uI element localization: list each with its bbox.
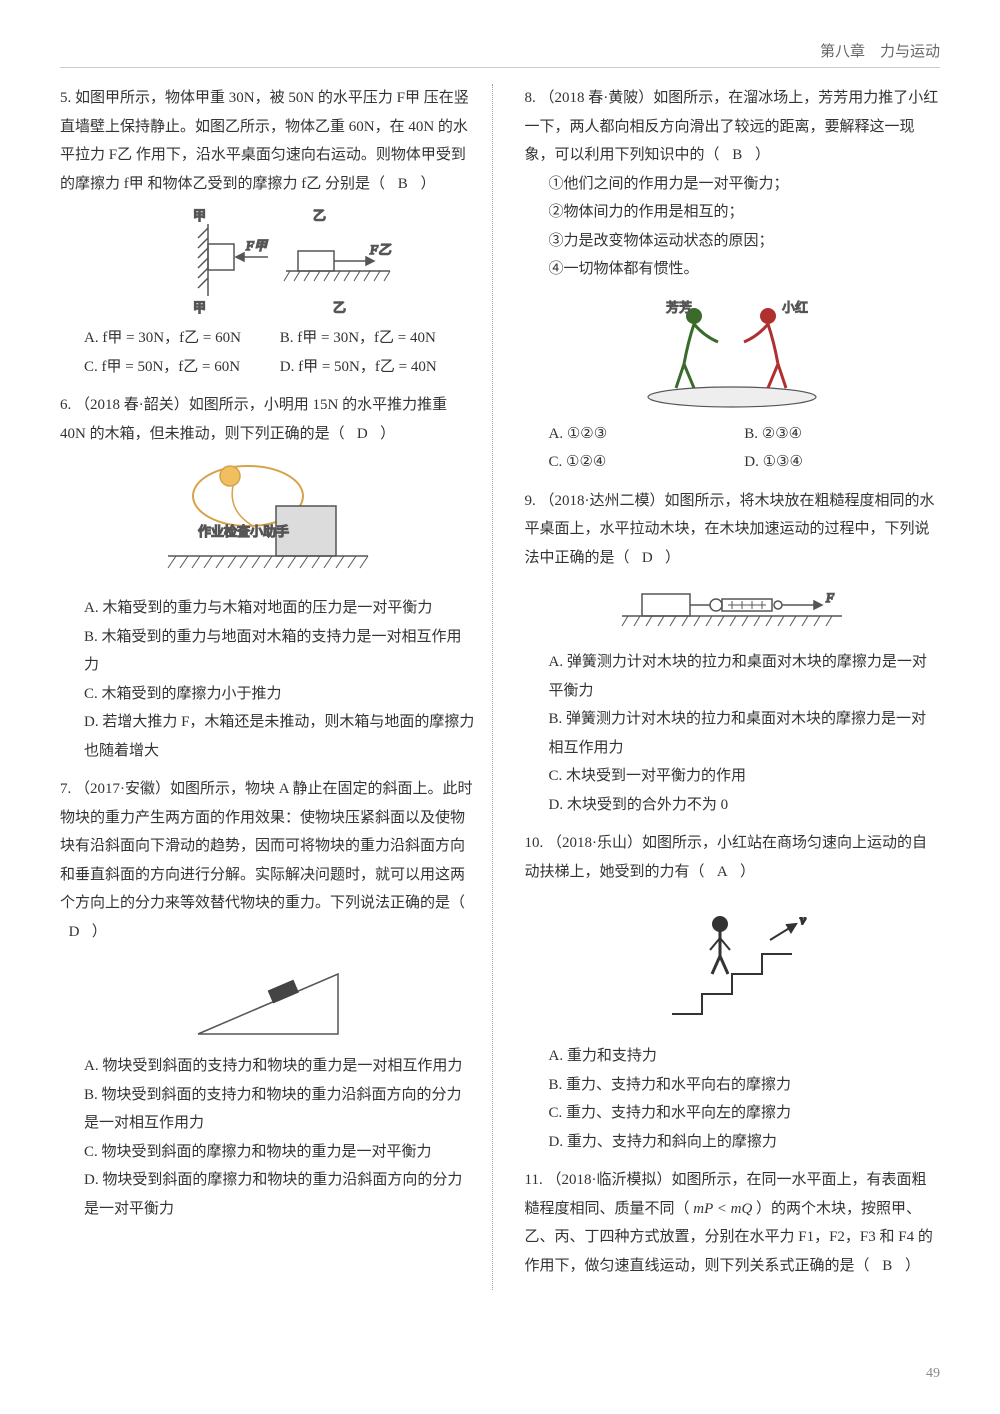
q8-opt-a: A. ①②③ xyxy=(549,420,745,449)
q7-opt-c: C. 物块受到斜面的摩擦力和物块的重力是一对平衡力 xyxy=(84,1138,476,1167)
q7-opt-b: B. 物块受到斜面的支持力和物块的重力沿斜面方向的分力是一对相互作用力 xyxy=(84,1081,476,1138)
q8-close: ） xyxy=(755,147,770,163)
q9-close: ） xyxy=(665,550,680,566)
q8-figure: 芳芳 小红 xyxy=(525,292,941,412)
q5-label-jia-bot: 甲 xyxy=(193,300,206,315)
q7-number: 7. xyxy=(60,781,71,797)
q5-opt-b: B. f甲 = 30N，f乙 = 40N xyxy=(280,324,476,353)
q7-close: ） xyxy=(92,924,107,940)
q10-close: ） xyxy=(740,864,755,880)
q8-answer: B xyxy=(723,141,751,170)
q9-stem: （2018·达州二模）如图所示，将木块放在粗糙程度相同的水平桌面上，水平拉动木块… xyxy=(525,493,935,566)
q9-opt-b: B. 弹簧测力计对木块的拉力和桌面对木块的摩擦力是一对相互作用力 xyxy=(549,705,941,762)
question-11: 11. （2018·临沂模拟）如图所示，在同一水平面上，有表面粗糙程度相同、质量… xyxy=(525,1166,941,1280)
q6-options: A. 木箱受到的重力与木箱对地面的压力是一对平衡力 B. 木箱受到的重力与地面对… xyxy=(60,594,476,765)
q6-close: ） xyxy=(380,426,395,442)
q5-label-yi-top: 乙 xyxy=(313,208,326,223)
q6-watermark: 作业检查小助手 xyxy=(198,524,289,539)
q11-answer: B xyxy=(873,1252,901,1281)
question-8: 8. （2018 春·黄陂）如图所示，在溜冰场上，芳芳用力推了小红一下，两人都向… xyxy=(525,84,941,477)
question-10: 10. （2018·乐山）如图所示，小红站在商场匀速向上运动的自动扶梯上，她受到… xyxy=(525,829,941,1156)
q5-answer: B xyxy=(389,170,417,199)
q10-opt-b: B. 重力、支持力和水平向右的摩擦力 xyxy=(549,1071,941,1100)
q7-options: A. 物块受到斜面的支持力和物块的重力是一对相互作用力 B. 物块受到斜面的支持… xyxy=(60,1052,476,1223)
q6-figure: 作业检查小助手 xyxy=(60,456,476,586)
chapter-header: 第八章 力与运动 xyxy=(60,40,940,68)
two-column-layout: 5. 如图甲所示，物体甲重 30N，被 50N 的水平压力 F甲 压在竖直墙壁上… xyxy=(60,84,940,1290)
q5-label-Fyi: F乙 xyxy=(369,242,391,257)
q5-number: 5. xyxy=(60,90,71,106)
q10-opt-c: C. 重力、支持力和水平向左的摩擦力 xyxy=(549,1099,941,1128)
q5-options: A. f甲 = 30N，f乙 = 60N B. f甲 = 30N，f乙 = 40… xyxy=(60,324,476,381)
q5-label-jia-top: 甲 xyxy=(193,208,206,223)
question-6: 6. （2018 春·韶关）如图所示，小明用 15N 的水平推力推重 40N 的… xyxy=(60,391,476,765)
q9-figure: F xyxy=(525,580,941,640)
q5-label-yi-bot: 乙 xyxy=(333,300,346,315)
q11-mass-relation: mP < mQ xyxy=(693,1201,752,1217)
q6-answer: D xyxy=(348,420,376,449)
q10-opt-a: A. 重力和支持力 xyxy=(549,1042,941,1071)
q10-number: 10. xyxy=(525,835,544,851)
q10-figure: v xyxy=(525,894,941,1034)
q5-opt-d: D. f甲 = 50N，f乙 = 40N xyxy=(280,353,476,382)
q8-options: A. ①②③ B. ②③④ C. ①②④ D. ①③④ xyxy=(525,420,941,477)
left-column: 5. 如图甲所示，物体甲重 30N，被 50N 的水平压力 F甲 压在竖直墙壁上… xyxy=(60,84,493,1290)
q9-label-F: F xyxy=(825,590,835,605)
q8-label-fang: 芳芳 xyxy=(666,300,692,315)
q8-items: ①他们之间的作用力是一对平衡力； ②物体间力的作用是相互的； ③力是改变物体运动… xyxy=(525,170,941,284)
page-number: 49 xyxy=(926,1366,940,1382)
q10-opt-d: D. 重力、支持力和斜向上的摩擦力 xyxy=(549,1128,941,1157)
q9-options: A. 弹簧测力计对木块的拉力和桌面对木块的摩擦力是一对平衡力 B. 弹簧测力计对… xyxy=(525,648,941,819)
q5-label-Fjia: F甲 xyxy=(245,238,268,253)
q6-opt-b: B. 木箱受到的重力与地面对木箱的支持力是一对相互作用力 xyxy=(84,623,476,680)
q8-item-2: ②物体间力的作用是相互的； xyxy=(549,198,941,227)
q9-opt-d: D. 木块受到的合外力不为 0 xyxy=(549,791,941,820)
q6-number: 6. xyxy=(60,397,71,413)
right-column: 8. （2018 春·黄陂）如图所示，在溜冰场上，芳芳用力推了小红一下，两人都向… xyxy=(517,84,941,1290)
q5-figure: 甲 F甲 甲 乙 xyxy=(60,206,476,316)
q8-opt-c: C. ①②④ xyxy=(549,448,745,477)
q11-close: ） xyxy=(905,1258,920,1274)
q9-answer: D xyxy=(633,544,661,573)
q8-item-4: ④一切物体都有惯性。 xyxy=(549,255,941,284)
q8-number: 8. xyxy=(525,90,536,106)
question-7: 7. （2017·安徽）如图所示，物块 A 静止在固定的斜面上。此时物块的重力产… xyxy=(60,775,476,1223)
q8-opt-d: D. ①③④ xyxy=(744,448,940,477)
q10-label-v: v xyxy=(800,912,806,927)
question-9: 9. （2018·达州二模）如图所示，将木块放在粗糙程度相同的水平桌面上，水平拉… xyxy=(525,487,941,820)
q5-opt-c: C. f甲 = 50N，f乙 = 60N xyxy=(84,353,280,382)
q5-close: ） xyxy=(421,176,436,192)
q7-stem: （2017·安徽）如图所示，物块 A 静止在固定的斜面上。此时物块的重力产生两方… xyxy=(60,781,473,911)
q8-item-3: ③力是改变物体运动状态的原因； xyxy=(549,227,941,256)
q6-opt-d: D. 若增大推力 F，木箱还是未推动，则木箱与地面的摩擦力也随着增大 xyxy=(84,708,476,765)
q7-answer: D xyxy=(60,918,88,947)
q5-opt-a: A. f甲 = 30N，f乙 = 60N xyxy=(84,324,280,353)
q6-opt-a: A. 木箱受到的重力与木箱对地面的压力是一对平衡力 xyxy=(84,594,476,623)
q9-opt-a: A. 弹簧测力计对木块的拉力和桌面对木块的摩擦力是一对平衡力 xyxy=(549,648,941,705)
q11-number: 11. xyxy=(525,1172,543,1188)
q7-figure xyxy=(60,954,476,1044)
q8-label-hong: 小红 xyxy=(782,300,808,315)
q7-opt-d: D. 物块受到斜面的摩擦力和物块的重力沿斜面方向的分力是一对平衡力 xyxy=(84,1166,476,1223)
q9-number: 9. xyxy=(525,493,536,509)
q8-opt-b: B. ②③④ xyxy=(744,420,940,449)
question-5: 5. 如图甲所示，物体甲重 30N，被 50N 的水平压力 F甲 压在竖直墙壁上… xyxy=(60,84,476,381)
q7-opt-a: A. 物块受到斜面的支持力和物块的重力是一对相互作用力 xyxy=(84,1052,476,1081)
q8-item-1: ①他们之间的作用力是一对平衡力； xyxy=(549,170,941,199)
q6-opt-c: C. 木箱受到的摩擦力小于推力 xyxy=(84,680,476,709)
q9-opt-c: C. 木块受到一对平衡力的作用 xyxy=(549,762,941,791)
q10-answer: A xyxy=(708,858,736,887)
q10-options: A. 重力和支持力 B. 重力、支持力和水平向右的摩擦力 C. 重力、支持力和水… xyxy=(525,1042,941,1156)
